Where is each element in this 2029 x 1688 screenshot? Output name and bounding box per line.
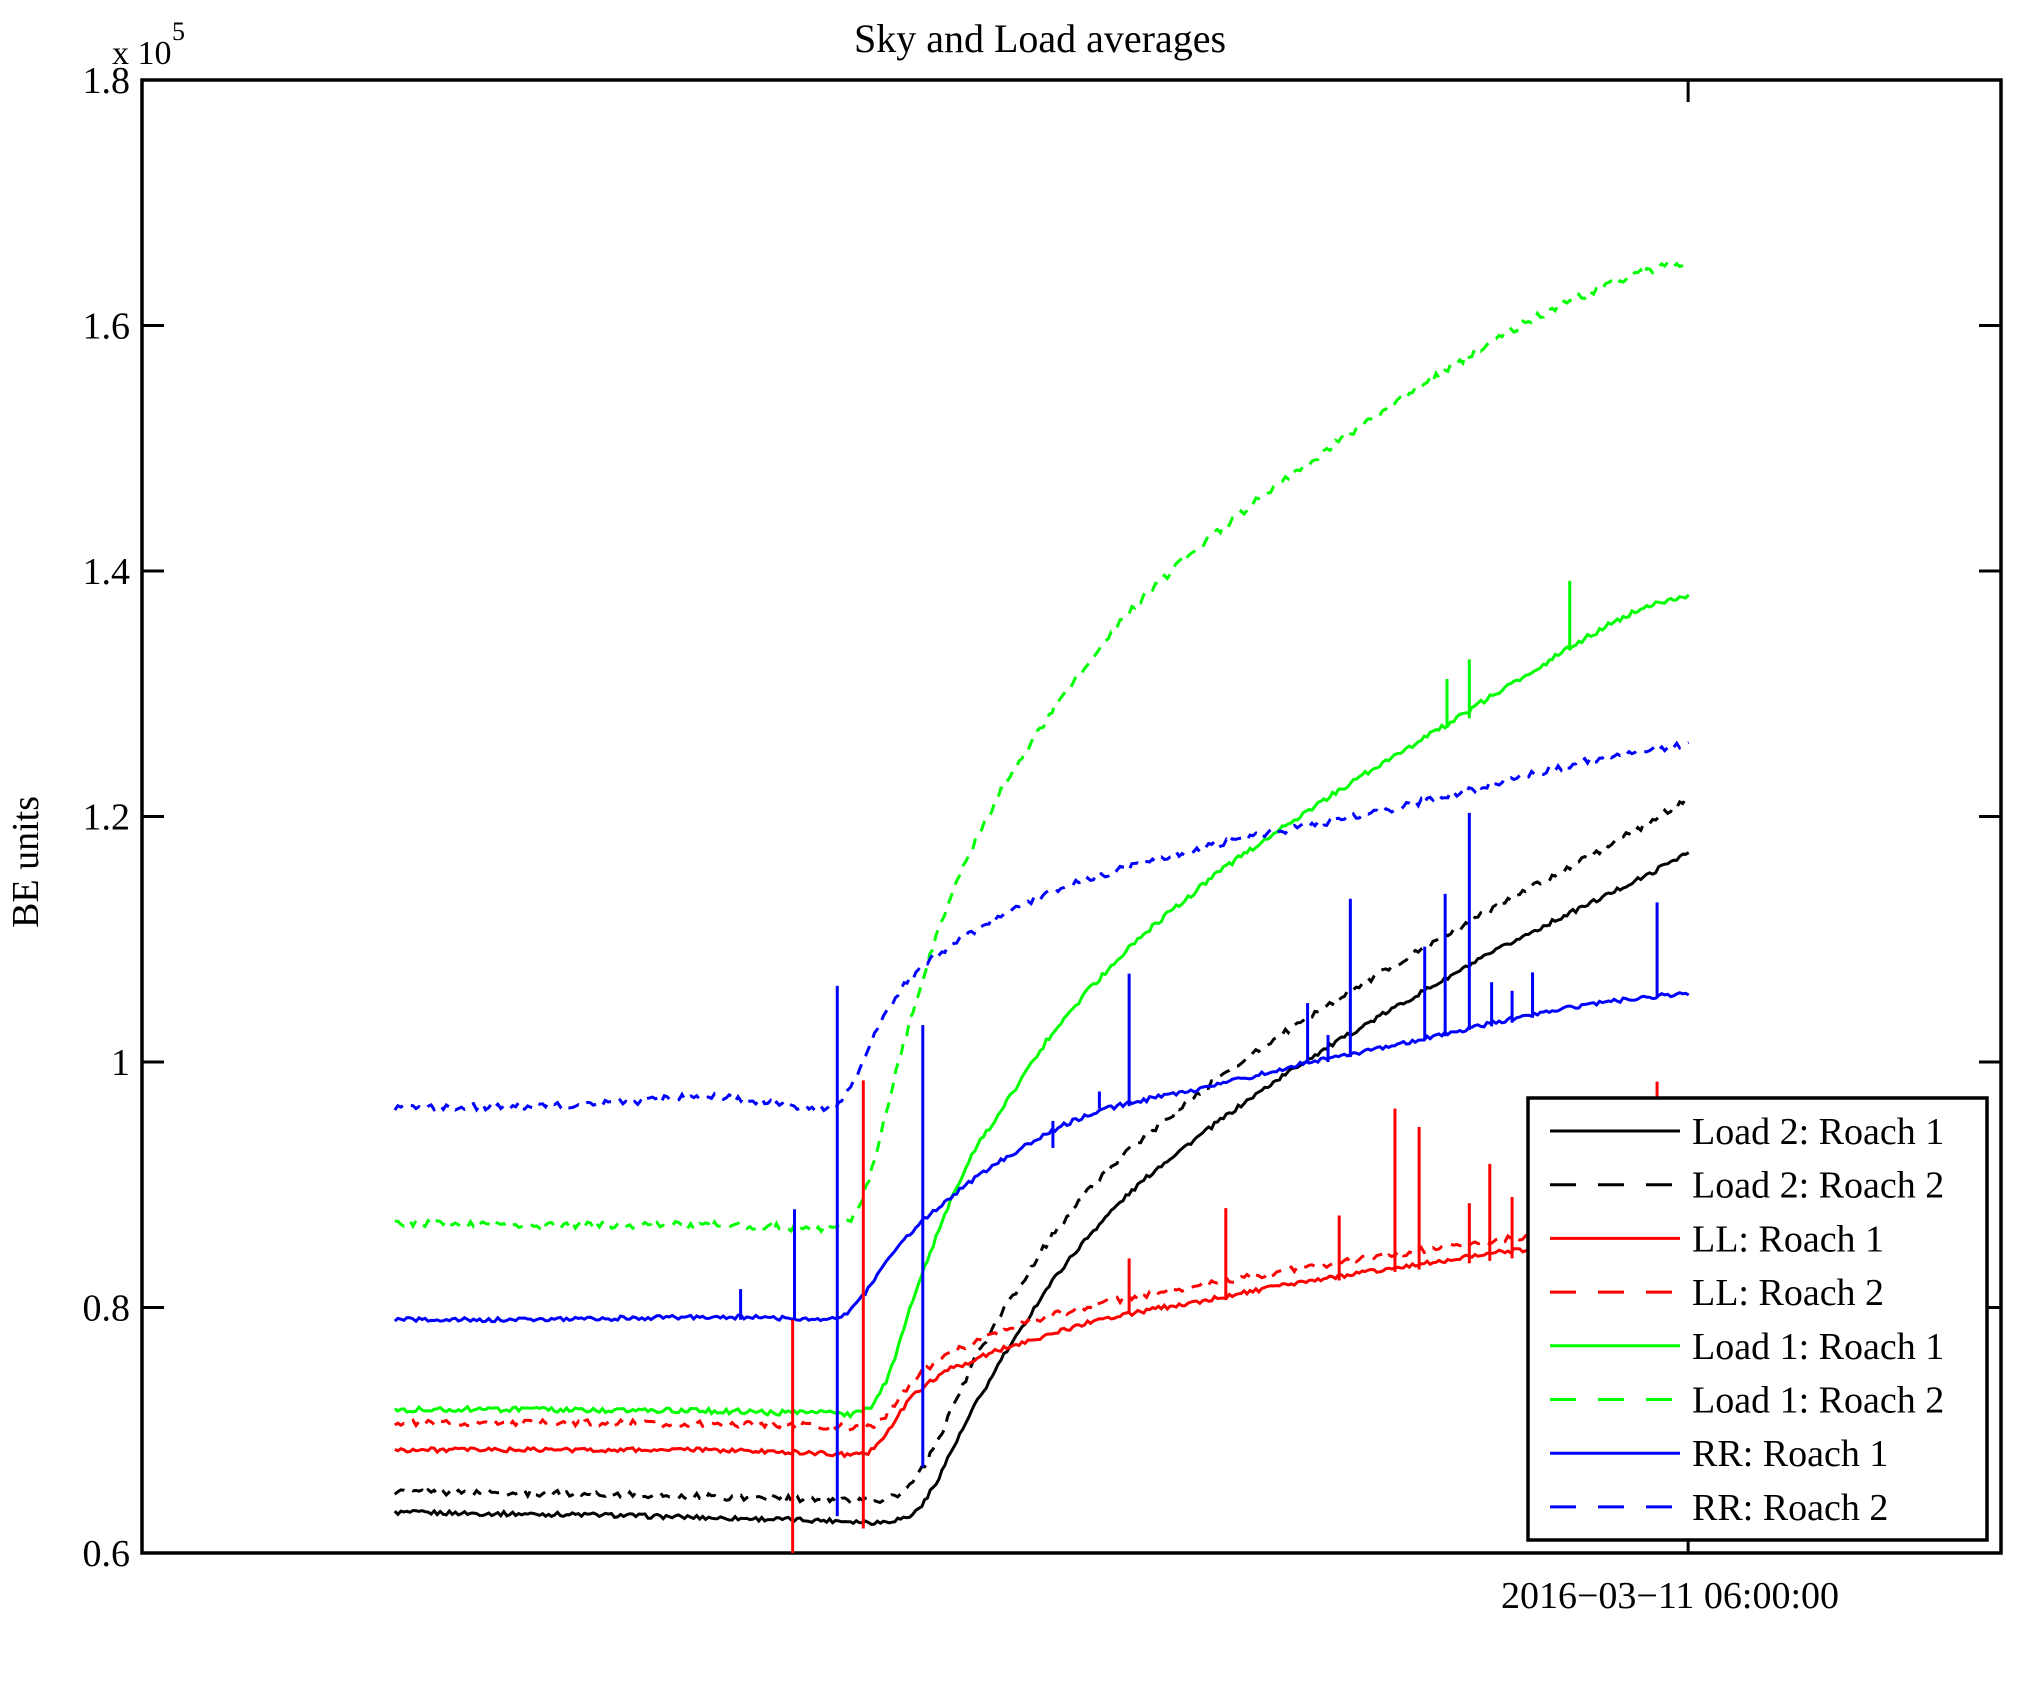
series-line-load-1-roach-2 <box>394 260 1690 1235</box>
legend-entry-load-2-roach-2: Load 2: Roach 2 <box>1550 1165 1944 1207</box>
series-line-rr-roach-1 <box>393 991 1690 1324</box>
series-line-load-2-roach-1 <box>393 851 1690 1526</box>
series-lines <box>393 260 1690 1526</box>
legend-label-load-1-roach-2: Load 1: Roach 2 <box>1692 1380 1944 1422</box>
y-tick-label-1.8: 1.8 <box>83 60 131 102</box>
legend-entry-ll-roach-2: LL: Roach 2 <box>1550 1272 1884 1314</box>
y-tick-label-1.4: 1.4 <box>83 551 131 593</box>
legend-label-load-2-roach-2: Load 2: Roach 2 <box>1692 1165 1944 1207</box>
legend-entry-rr-roach-2: RR: Roach 2 <box>1550 1487 1888 1529</box>
legend: Load 2: Roach 1 Load 2: Roach 2 LL: Roach … <box>1526 1096 1989 1542</box>
y-tick-label-0.6: 0.6 <box>83 1533 131 1575</box>
legend-entry-load-1-roach-1: Load 1: Roach 1 <box>1550 1326 1944 1368</box>
legend-entry-rr-roach-1: RR: Roach 1 <box>1550 1433 1888 1475</box>
legend-label-load-2-roach-1: Load 2: Roach 1 <box>1692 1111 1944 1153</box>
legend-entry-load-2-roach-1: Load 2: Roach 1 <box>1550 1111 1944 1153</box>
series-line-rr-roach-2 <box>393 740 1690 1113</box>
y-axis-exponent-power: 5 <box>172 17 185 46</box>
y-tick-label-0.8: 0.8 <box>83 1288 131 1330</box>
chart-title: Sky and Load averages <box>854 16 1226 61</box>
legend-label-ll-roach-2: LL: Roach 2 <box>1692 1272 1884 1314</box>
series-line-ll-roach-2 <box>394 1223 1690 1432</box>
series-line-load-2-roach-2 <box>393 797 1690 1505</box>
legend-entry-load-1-roach-2: Load 1: Roach 2 <box>1550 1380 1944 1422</box>
legend-label-rr-roach-1: RR: Roach 1 <box>1692 1433 1888 1475</box>
legend-label-load-1-roach-1: Load 1: Roach 1 <box>1692 1326 1944 1368</box>
legend-label-ll-roach-1: LL: Roach 1 <box>1692 1218 1884 1260</box>
series-line-ll-roach-1 <box>394 1237 1689 1459</box>
y-tick-label-1: 1 <box>111 1042 130 1084</box>
y-axis-exponent-base: x 10 <box>112 35 172 72</box>
series-line-load-1-roach-1 <box>393 593 1690 1420</box>
legend-entry-ll-roach-1: LL: Roach 1 <box>1550 1218 1884 1260</box>
y-tick-label-1.2: 1.2 <box>83 797 131 839</box>
legend-box <box>1526 1096 1989 1542</box>
legend-label-rr-roach-2: RR: Roach 2 <box>1692 1487 1888 1529</box>
y-tick-labels: 0.6 0.8 1 1.2 1.4 1.6 1.8 <box>83 60 131 1575</box>
y-axis-label: BE units <box>5 796 47 928</box>
y-tick-label-1.6: 1.6 <box>83 306 131 348</box>
x-tick-label: 2016−03−11 06:00:00 <box>1501 1575 1839 1617</box>
